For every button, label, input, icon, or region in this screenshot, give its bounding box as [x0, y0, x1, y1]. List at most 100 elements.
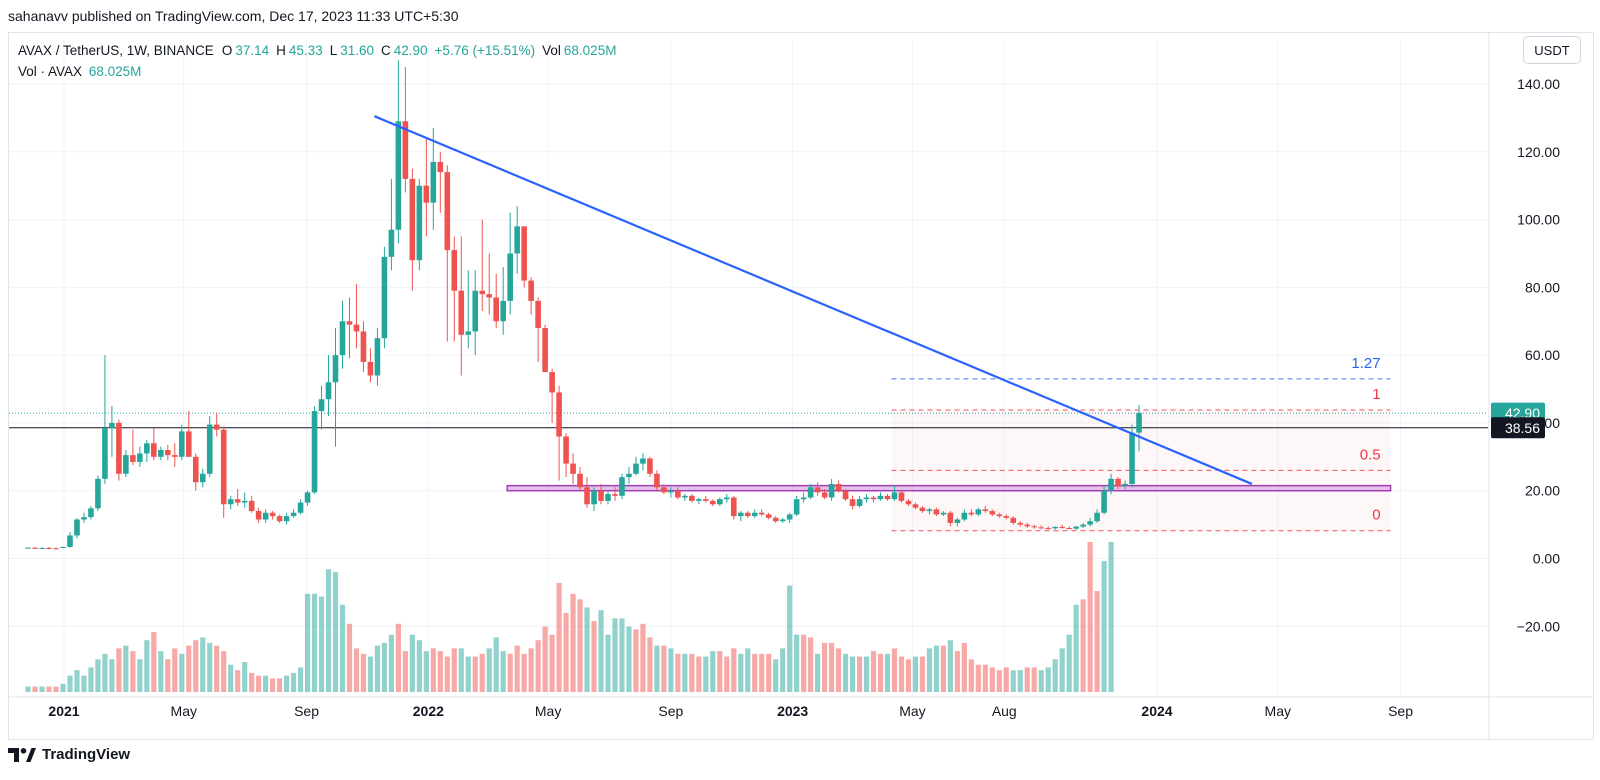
candle-body	[178, 431, 185, 457]
volume-bar	[661, 645, 667, 692]
volume-bar	[898, 656, 905, 692]
volume-bar	[472, 656, 478, 692]
candle-body	[1045, 527, 1051, 529]
volume-bar	[67, 675, 73, 692]
candle-body	[1059, 526, 1065, 528]
ohlc-row: AVAX / TetherUS, 1W, BINANCE O 37.14 H 45.33…	[18, 40, 623, 61]
volume-bar	[696, 656, 702, 692]
candle-body	[765, 514, 772, 518]
candle-body	[577, 473, 583, 488]
volume-bar	[165, 659, 171, 692]
volume-bar	[912, 656, 919, 692]
candle-body	[772, 517, 779, 522]
candle-body	[409, 178, 416, 261]
low-label: L	[329, 43, 338, 58]
volume-bar	[689, 653, 695, 692]
currency-button[interactable]: USDT	[1523, 36, 1581, 64]
candle-body	[919, 507, 926, 512]
candle-body	[717, 499, 723, 505]
time-tick-label: 2022	[413, 703, 444, 719]
volume-bar	[416, 640, 422, 692]
candle-body	[248, 500, 255, 512]
volume-bar	[423, 651, 429, 692]
volume-bar	[570, 593, 576, 692]
candle-body	[996, 514, 1003, 517]
volume-bar	[200, 637, 206, 692]
candle-body	[807, 487, 814, 498]
candle-body	[381, 256, 388, 339]
chart-legend: AVAX / TetherUS, 1W, BINANCE O 37.14 H 45.33…	[18, 40, 623, 82]
volume-bar	[39, 686, 45, 692]
candle-body	[185, 431, 192, 457]
chart-frame	[8, 32, 1594, 740]
volume-bar	[877, 653, 884, 692]
candle-body	[116, 422, 122, 474]
volume-bar	[186, 645, 192, 692]
candle-body	[137, 453, 143, 462]
candle-body	[25, 547, 31, 549]
volume-bar	[325, 569, 332, 692]
volume-bar	[130, 651, 136, 692]
candle-body	[1010, 517, 1017, 523]
volume-bar	[745, 648, 751, 692]
candle-body	[241, 500, 248, 503]
candle-body	[130, 455, 136, 462]
candle-body	[325, 382, 332, 400]
candle-body	[1024, 524, 1031, 527]
volume-bar	[451, 648, 457, 692]
close-value: 42.90	[393, 43, 428, 58]
candle-body	[297, 502, 304, 513]
candle-body	[954, 519, 961, 523]
price-tick-label: −20.00	[1517, 618, 1560, 634]
volume-bar	[395, 623, 401, 692]
volume-bar	[81, 675, 87, 692]
symbol-title[interactable]: AVAX / TetherUS, 1W, BINANCE	[18, 43, 214, 58]
open-label: O	[221, 43, 233, 58]
volume-bar	[32, 686, 38, 692]
candle-body	[828, 483, 835, 498]
candle-body	[206, 424, 213, 474]
candle-body	[311, 411, 318, 493]
vol-label: Vol	[542, 43, 561, 58]
candle-body	[989, 511, 996, 515]
volume-bar	[535, 640, 541, 692]
candle-body	[640, 458, 646, 464]
brand-name[interactable]: TradingView	[42, 746, 131, 763]
candle-body	[388, 229, 395, 257]
candle-body	[451, 250, 458, 291]
candle-body	[332, 355, 339, 383]
volume-bar	[1094, 591, 1100, 692]
candle-body	[528, 280, 534, 301]
volume-layer	[25, 542, 1114, 692]
volume-bar	[290, 672, 297, 692]
candle-body	[905, 500, 912, 505]
volume-bar	[1010, 670, 1016, 692]
volume-bar	[989, 667, 995, 692]
candle-body	[793, 499, 800, 515]
volume-bar	[808, 637, 814, 692]
volume-indicator-label[interactable]: Vol · AVAX	[18, 64, 83, 79]
candle-body	[199, 473, 206, 483]
volume-bar	[193, 640, 199, 692]
candle-body	[74, 519, 80, 536]
candle-body	[856, 499, 863, 506]
candle-body	[353, 324, 360, 332]
candle-body	[779, 519, 786, 522]
volume-bar	[849, 656, 856, 692]
high-value: 45.33	[288, 43, 323, 58]
price-label-text: 38.56	[1505, 420, 1540, 436]
candle-body	[486, 294, 493, 298]
candle-body	[758, 512, 765, 515]
footer: TradingView	[8, 746, 130, 763]
time-tick-label: Sep	[294, 703, 319, 719]
candle-body	[1129, 432, 1135, 484]
publisher-line: sahanavv published on TradingView.com, D…	[8, 8, 459, 24]
candle-body	[430, 161, 437, 203]
candle-body	[346, 321, 353, 325]
volume-bar	[521, 653, 527, 692]
volume-bar	[842, 653, 849, 692]
candle-body	[479, 290, 486, 295]
volume-bar	[647, 637, 653, 692]
fib-level-label: 1.27	[1351, 355, 1380, 372]
